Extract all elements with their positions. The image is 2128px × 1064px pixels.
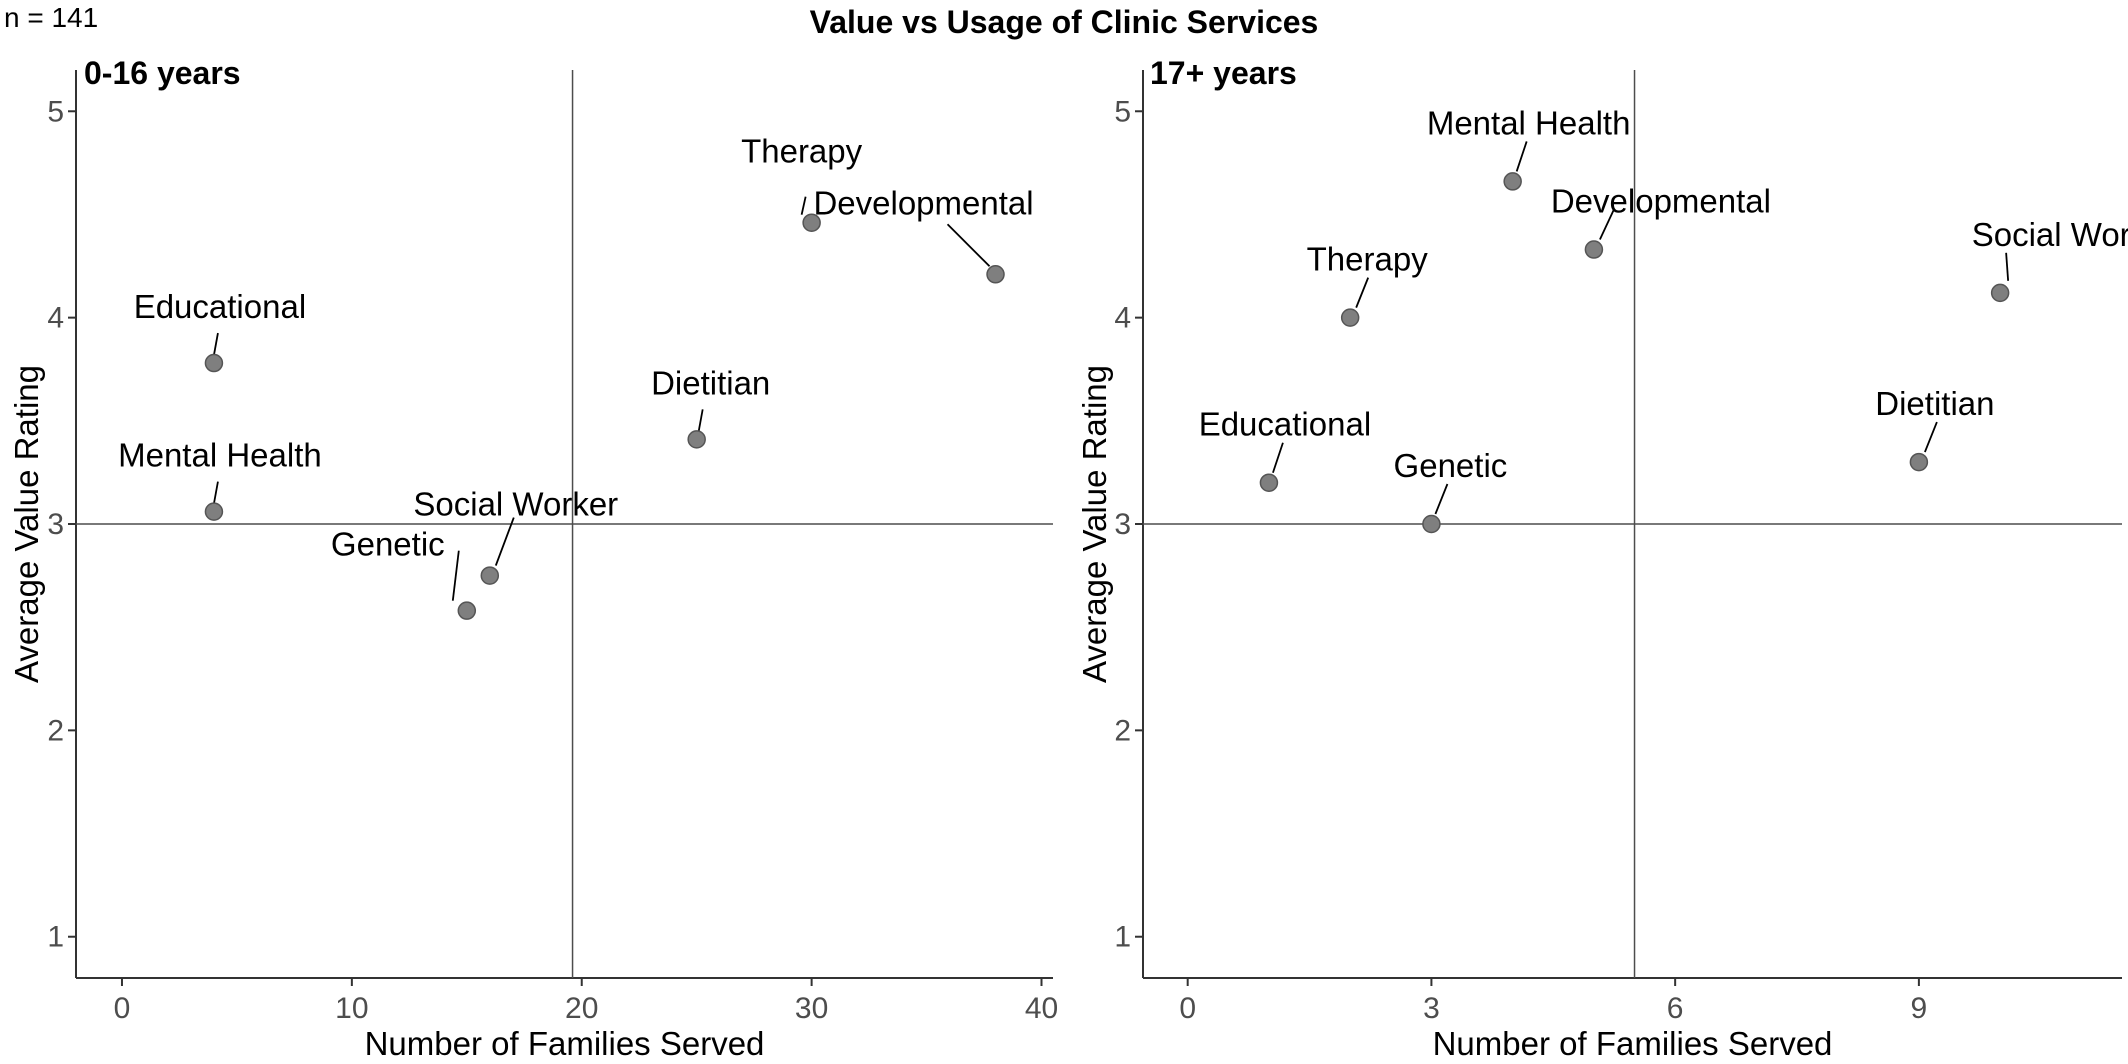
data-point xyxy=(1909,452,1929,472)
label-leader-line xyxy=(1434,483,1449,515)
data-point xyxy=(986,265,1005,284)
point-label: Therapy xyxy=(741,133,863,170)
y-tick-label: 5 xyxy=(47,95,64,128)
data-point xyxy=(480,566,500,585)
label-leader-line xyxy=(494,517,515,566)
y-tick-label: 2 xyxy=(1114,714,1131,747)
x-tick-label: 30 xyxy=(795,992,828,1025)
y-tick-label: 1 xyxy=(47,921,64,954)
x-tick-label: 6 xyxy=(1667,992,1684,1025)
point-label: Social Worker xyxy=(1972,216,2128,253)
data-point xyxy=(204,502,224,521)
data-point xyxy=(1503,172,1522,191)
y-tick-label: 4 xyxy=(47,302,64,335)
label-leader-line xyxy=(213,332,219,356)
y-tick-label: 3 xyxy=(1114,508,1131,541)
point-label: Educational xyxy=(1199,406,1371,443)
point-label: Developmental xyxy=(813,184,1033,221)
data-point xyxy=(1422,514,1441,534)
data-point xyxy=(1340,308,1360,327)
point-label: Dietitian xyxy=(651,364,770,401)
data-point xyxy=(1990,283,2010,303)
x-tick-label: 10 xyxy=(335,992,368,1025)
x-axis-title: Number of Families Served xyxy=(1433,1025,1833,1062)
panel-title: 17+ years xyxy=(1150,55,1297,91)
x-tick-label: 0 xyxy=(114,992,131,1025)
x-tick-label: 20 xyxy=(565,992,598,1025)
chart-title: Value vs Usage of Clinic Services xyxy=(809,4,1319,40)
label-leader-line xyxy=(1924,421,1938,453)
data-point xyxy=(204,353,224,373)
x-tick-label: 3 xyxy=(1423,992,1440,1025)
point-label: Mental Health xyxy=(118,437,322,474)
x-axis-title: Number of Families Served xyxy=(365,1025,765,1062)
label-leader-line xyxy=(1599,209,1615,240)
label-leader-line xyxy=(1355,277,1370,308)
data-point xyxy=(802,213,821,232)
point-label: Genetic xyxy=(1394,447,1508,484)
y-tick-label: 1 xyxy=(1114,921,1131,954)
data-point xyxy=(687,430,706,449)
point-label: Dietitian xyxy=(1875,385,1994,422)
label-leader-line xyxy=(1515,141,1528,172)
label-leader-line xyxy=(451,550,460,601)
sample-size-label: n = 141 xyxy=(4,2,99,33)
y-tick-label: 2 xyxy=(47,714,64,747)
data-point xyxy=(1584,240,1604,259)
label-leader-line xyxy=(213,481,219,504)
x-tick-label: 40 xyxy=(1025,992,1058,1025)
x-tick-label: 0 xyxy=(1179,992,1196,1025)
label-leader-line xyxy=(1272,442,1284,474)
point-label: Therapy xyxy=(1307,241,1429,278)
point-label: Mental Health xyxy=(1427,104,1631,141)
y-tick-label: 4 xyxy=(1114,302,1131,335)
label-leader-line xyxy=(697,409,704,432)
point-label: Social Worker xyxy=(413,486,618,523)
panel-title: 0-16 years xyxy=(84,55,241,91)
y-axis-title: Average Value Rating xyxy=(1076,365,1113,683)
x-tick-label: 9 xyxy=(1911,992,1928,1025)
point-label: Genetic xyxy=(331,526,445,563)
label-leader-line xyxy=(946,223,991,267)
y-tick-label: 5 xyxy=(1114,95,1131,128)
point-label: Developmental xyxy=(1551,183,1771,220)
label-leader-line xyxy=(800,196,807,215)
data-point xyxy=(1259,473,1279,492)
label-leader-line xyxy=(2005,252,2010,281)
point-label: Educational xyxy=(134,288,306,325)
data-point xyxy=(457,601,477,620)
y-tick-label: 3 xyxy=(47,508,64,541)
y-axis-title: Average Value Rating xyxy=(8,365,45,683)
